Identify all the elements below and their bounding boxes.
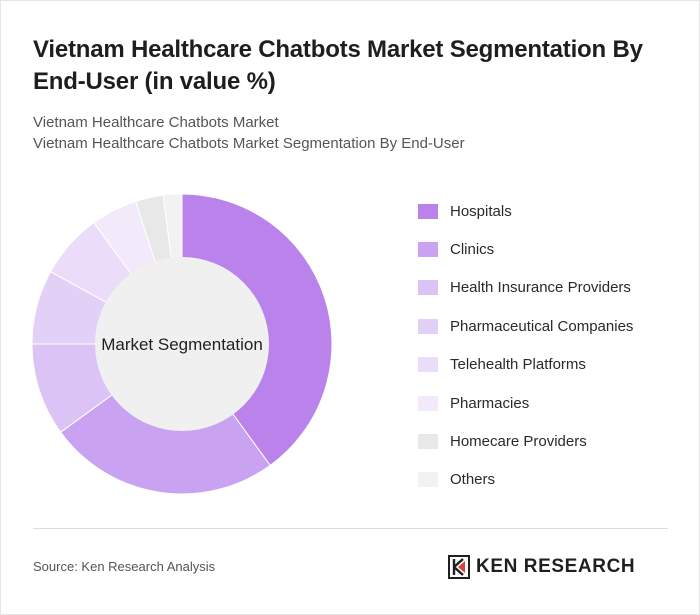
legend-swatch	[418, 357, 438, 373]
legend-item: Telehealth Platforms	[418, 353, 586, 377]
footer-divider	[33, 528, 668, 529]
legend-swatch	[418, 280, 438, 296]
legend-label: Homecare Providers	[450, 432, 587, 450]
legend-swatch	[418, 433, 438, 449]
legend-label: Clinics	[450, 240, 495, 258]
legend-item: Pharmacies	[418, 391, 529, 415]
donut-hole	[95, 257, 269, 431]
legend-label: Others	[450, 471, 496, 489]
legend-swatch	[418, 203, 438, 219]
donut-center-label: Market Segmentation	[101, 335, 263, 354]
legend-item: Pharmaceutical Companies	[418, 314, 633, 338]
legend-label: Pharmaceutical Companies	[450, 317, 634, 335]
ken-research-logo-icon	[448, 555, 470, 579]
legend-item: Homecare Providers	[418, 429, 587, 453]
chart-title: Vietnam Healthcare Chatbots Market Segme…	[33, 36, 643, 95]
legend-swatch	[418, 241, 438, 257]
chart-subtitle-1: Vietnam Healthcare Chatbots Market	[33, 114, 279, 131]
brand-logo: KEN RESEARCH	[448, 554, 635, 580]
legend-swatch	[418, 395, 438, 411]
legend-label: Telehealth Platforms	[450, 356, 586, 374]
legend-label: Pharmacies	[450, 394, 530, 412]
legend-item: Clinics	[418, 237, 494, 261]
legend-item: Health Insurance Providers	[418, 276, 631, 300]
legend-swatch	[418, 472, 438, 488]
source-note: Source: Ken Research Analysis	[33, 559, 216, 574]
donut-chart: Market Segmentation	[31, 193, 333, 495]
legend-label: Health Insurance Providers	[450, 279, 631, 297]
legend-swatch	[418, 318, 438, 334]
chart-subtitle-2: Vietnam Healthcare Chatbots Market Segme…	[33, 135, 465, 152]
legend-item: Hospitals	[418, 199, 512, 223]
legend-label: Hospitals	[450, 202, 512, 220]
legend-item: Others	[418, 468, 495, 492]
logo-text: KEN RESEARCH	[476, 556, 636, 577]
